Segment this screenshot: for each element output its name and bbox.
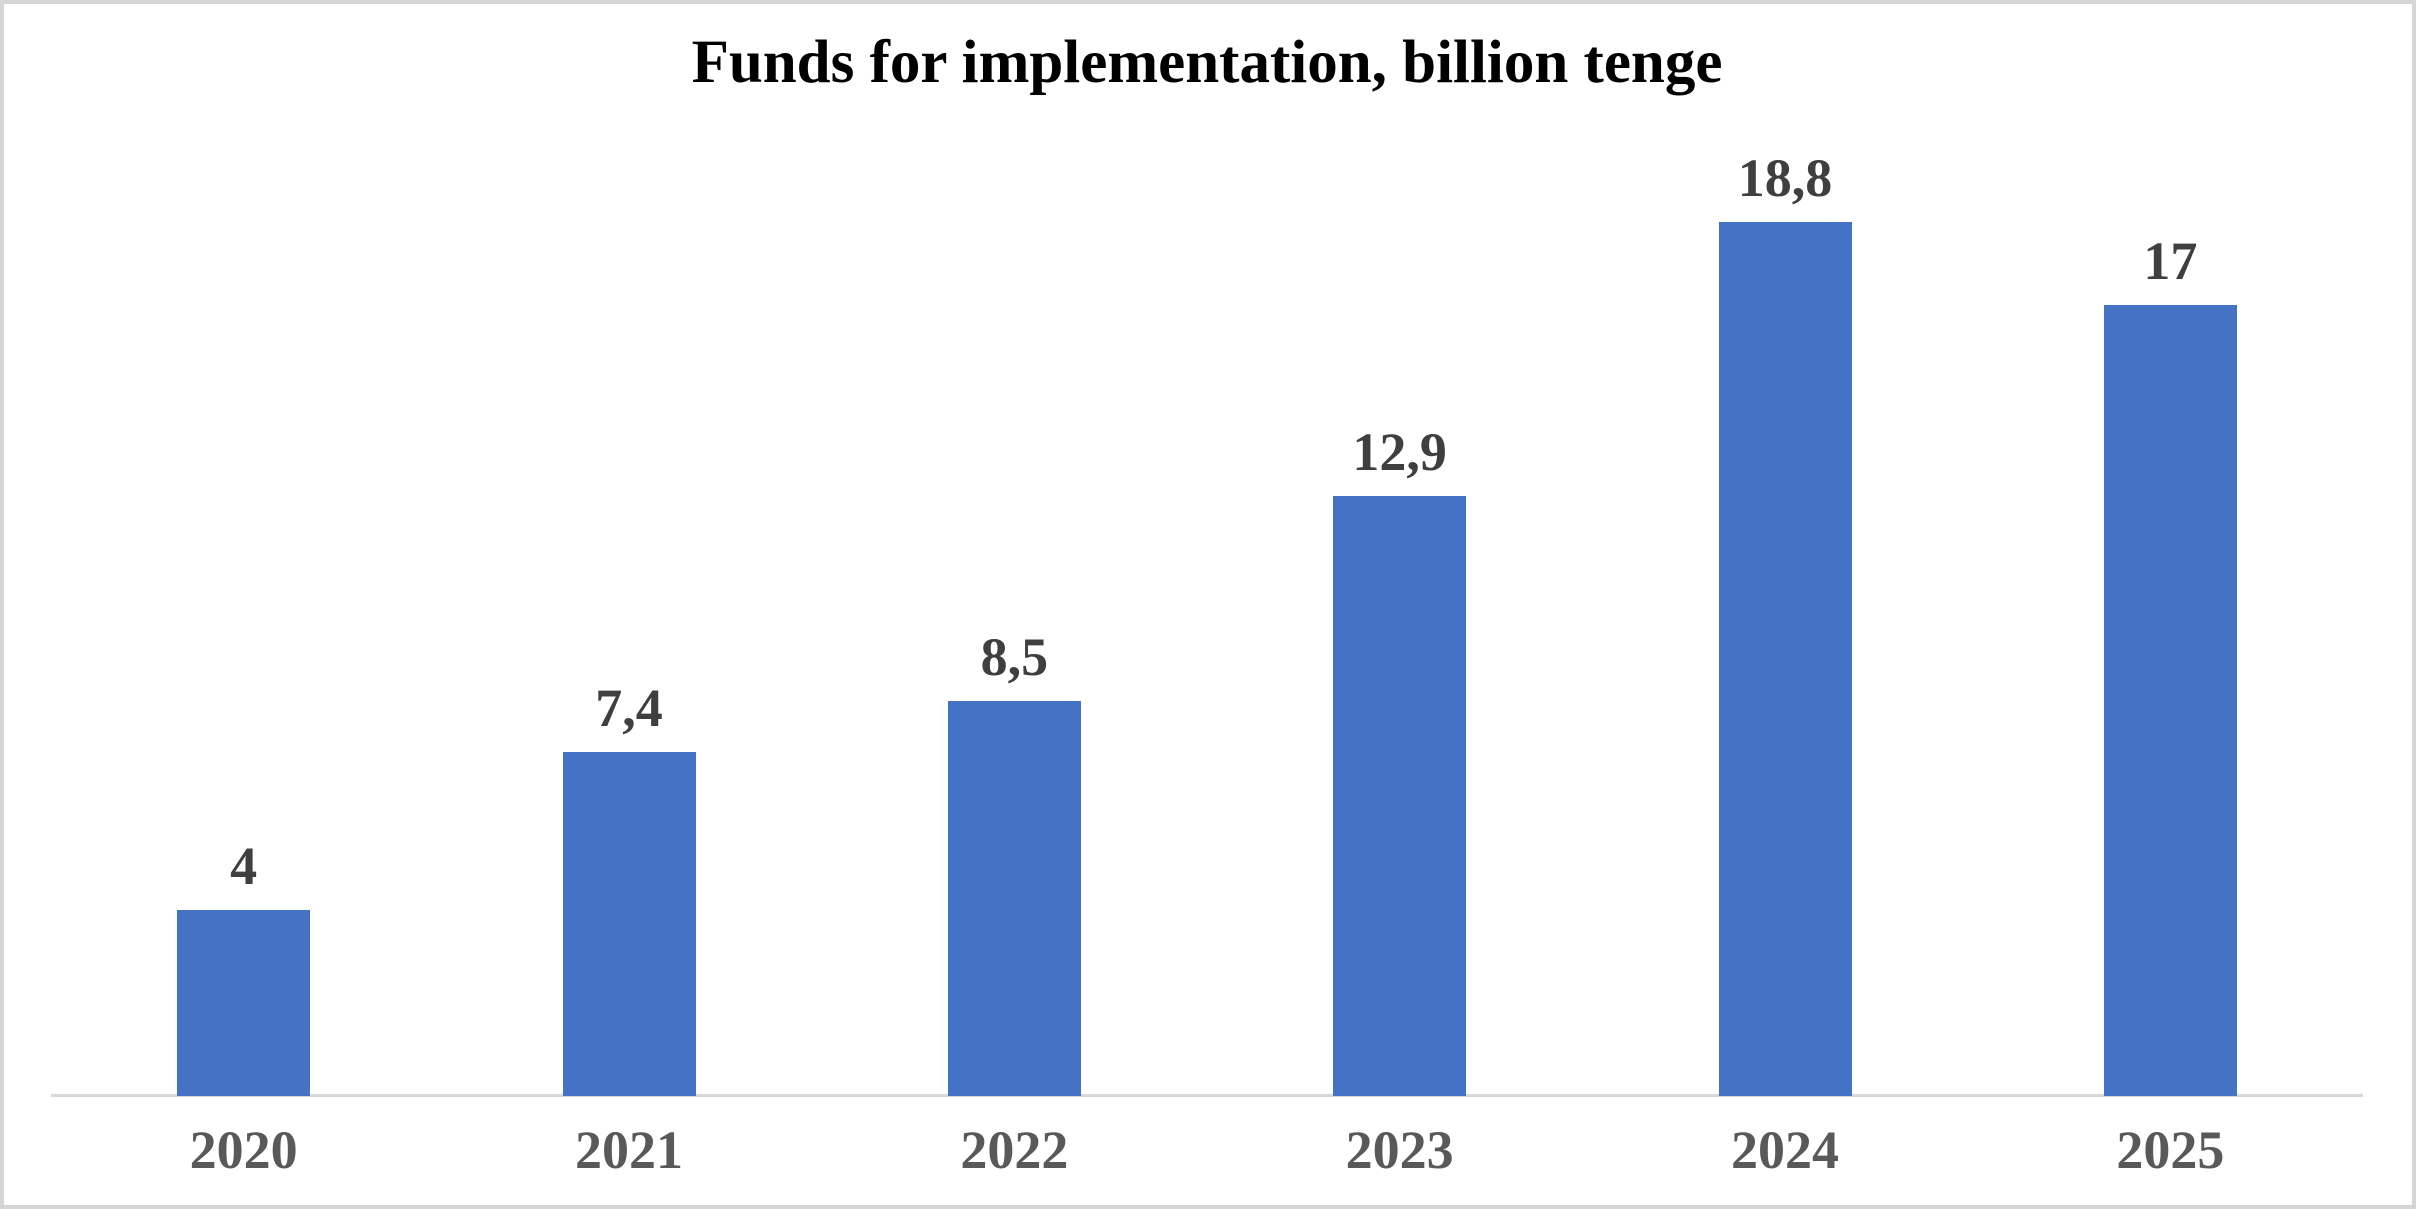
x-tick-2024: 2024	[1731, 1120, 1839, 1180]
bar-2025	[2103, 305, 2237, 1096]
data-label-2020: 4	[230, 836, 258, 896]
x-tick-2025: 2025	[2116, 1120, 2225, 1180]
bar-2022	[947, 701, 1081, 1096]
bar-2020	[177, 910, 311, 1096]
x-tick-2021: 2021	[575, 1120, 683, 1180]
x-tick-2022: 2022	[960, 1120, 1069, 1180]
data-label-2023: 12,9	[1352, 422, 1447, 482]
bar-2023	[1333, 496, 1467, 1096]
data-label-2024: 18,8	[1737, 148, 1833, 208]
x-tick-2023: 2023	[1345, 1120, 1454, 1180]
data-label-2025: 17	[2143, 231, 2198, 291]
bar-2021	[562, 752, 696, 1096]
x-tick-2020: 2020	[189, 1120, 298, 1180]
data-label-2021: 7,4	[595, 678, 663, 738]
chart-title: Funds for implementation, billion tenge	[691, 29, 1723, 96]
x-axis-line	[51, 1094, 2363, 1097]
bar-2024	[1718, 222, 1852, 1096]
data-label-2022: 8,5	[980, 627, 1049, 687]
